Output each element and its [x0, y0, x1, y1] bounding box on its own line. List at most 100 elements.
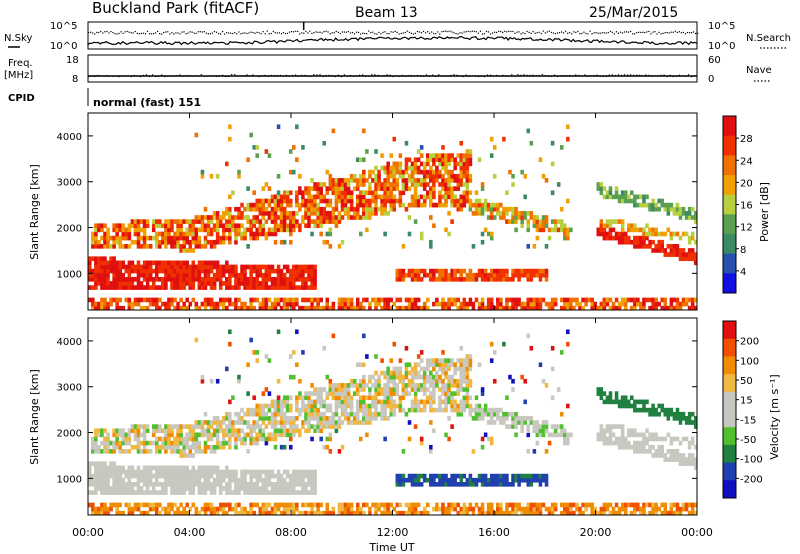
power-cell: [161, 281, 165, 286]
velocity-cell: [285, 420, 290, 425]
velocity-cell: [203, 506, 208, 512]
velocity-cell: [352, 391, 357, 396]
velocity-cell: [154, 449, 159, 454]
power-cell: [392, 182, 397, 187]
velocity-cell: [441, 378, 445, 384]
velocity-cell: [429, 395, 433, 401]
velocity-cell: [243, 420, 247, 425]
velocity-cell: [492, 473, 497, 479]
power-cell: [246, 202, 250, 208]
velocity-cell: [240, 436, 244, 442]
velocity-cell: [215, 424, 220, 429]
noise-search-point: [203, 31, 205, 33]
power-cell: [633, 239, 637, 245]
velocity-cell: [532, 428, 537, 434]
power-cell: [316, 215, 320, 220]
power-cell: [441, 145, 445, 150]
noise-search-point: [455, 32, 457, 35]
power-cell: [313, 182, 317, 187]
velocity-cell: [389, 370, 393, 376]
power-cell: [669, 305, 674, 311]
noise-search-point: [173, 33, 175, 35]
power-cell: [240, 281, 244, 286]
power-cell: [590, 305, 594, 311]
noise-search-point: [392, 31, 394, 33]
velocity-cell: [444, 477, 448, 483]
velocity-cell: [106, 432, 110, 438]
noise-sky-trace: [87, 35, 698, 46]
velocity-cell: [106, 510, 110, 516]
power-cell: [386, 173, 390, 179]
power-cell: [614, 190, 619, 196]
power-cell: [413, 198, 418, 204]
velocity-cell: [94, 510, 98, 516]
velocity-cell: [136, 506, 141, 512]
velocity-cell: [550, 506, 555, 512]
velocity-cell: [112, 477, 116, 483]
noise-search-point: [136, 32, 138, 35]
velocity-cell: [246, 411, 250, 417]
power-cell: [255, 235, 260, 241]
power-cell: [365, 206, 369, 212]
power-cell: [136, 244, 141, 249]
power-cell: [419, 231, 424, 237]
velocity-cell: [486, 482, 491, 487]
power-cell: [337, 305, 342, 311]
power-cell: [261, 223, 266, 229]
velocity-cell: [221, 428, 226, 434]
velocity-cell: [517, 482, 521, 487]
noise-search-point: [368, 30, 370, 32]
velocity-cell: [444, 362, 448, 368]
noise-search-point: [650, 33, 652, 35]
power-cell: [651, 305, 655, 311]
velocity-cell: [301, 502, 305, 508]
velocity-cell: [298, 469, 302, 475]
power-cell: [124, 268, 129, 274]
nave-point: [313, 74, 315, 76]
noise-search-point: [627, 31, 630, 33]
power-cell: [97, 281, 101, 286]
velocity-cell: [209, 465, 214, 471]
velocity-cell: [441, 350, 445, 355]
noise-search-point: [152, 32, 155, 35]
power-cell: [566, 136, 570, 142]
velocity-cell: [422, 477, 427, 483]
velocity-cell: [179, 486, 183, 491]
velocity-cell: [304, 510, 308, 516]
velocity-cell: [453, 506, 457, 512]
power-cell: [258, 223, 263, 229]
velocity-cell: [203, 411, 208, 417]
power-cell: [623, 297, 628, 303]
power-cell: [675, 305, 680, 311]
power-cell: [517, 272, 521, 278]
velocity-cell: [416, 510, 421, 516]
velocity-cell: [471, 482, 476, 487]
velocity-cell: [462, 387, 467, 392]
velocity-cell: [145, 465, 150, 471]
velocity-cell: [313, 510, 317, 516]
velocity-cell: [179, 424, 183, 429]
power-cell: [359, 182, 363, 187]
velocity-cell: [212, 506, 217, 512]
power-cell: [383, 178, 387, 183]
velocity-cell: [209, 502, 214, 508]
nave-point: [127, 75, 129, 77]
power-cell: [225, 281, 229, 286]
power-cell: [170, 297, 174, 303]
velocity-cell: [377, 374, 381, 380]
velocity-cell: [304, 502, 308, 508]
velocity-cell: [559, 502, 564, 508]
power-cell: [292, 145, 296, 150]
power-cell: [432, 268, 436, 274]
velocity-cell: [313, 416, 317, 421]
power-cell: [91, 239, 95, 245]
power-cell: [343, 190, 348, 196]
power-cell: [453, 268, 457, 274]
power-cell: [325, 169, 330, 175]
power-cell: [94, 281, 98, 286]
power-cell: [617, 235, 622, 241]
velocity-cell: [374, 383, 378, 388]
power-cell: [566, 297, 570, 303]
velocity-cell: [170, 469, 174, 475]
power-cell: [228, 206, 232, 212]
